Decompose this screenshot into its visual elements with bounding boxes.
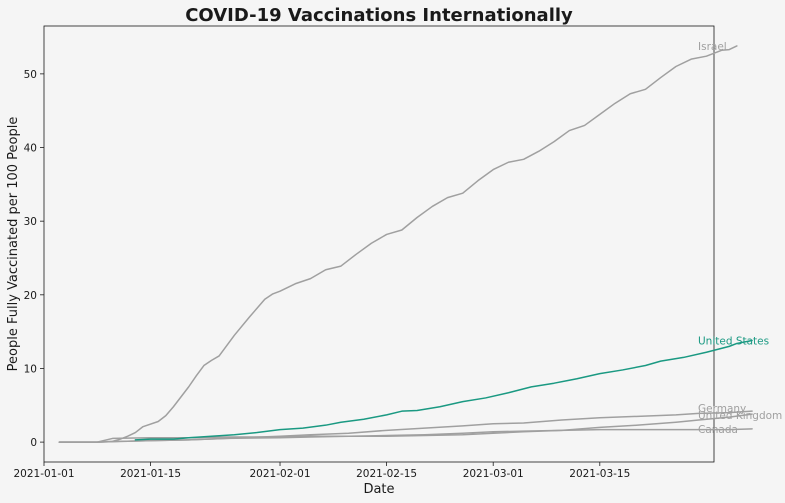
series-label-united-states: United States [698,335,769,347]
chart-title: COVID-19 Vaccinations Internationally [185,5,573,26]
plot-frame [43,25,715,463]
y-tick-label-10: 10 [24,363,37,375]
y-tick-label-0: 0 [30,437,37,449]
x-axis-label: Date [363,482,394,497]
series-line-united-states [134,339,753,441]
y-tick-label-40: 40 [24,143,37,155]
x-tick-label-2021-02-01: 2021-02-01 [250,468,311,480]
y-tick-label-20: 20 [24,290,37,302]
x-tick-label-2021-03-01: 2021-03-01 [463,468,524,480]
series-label-israel: Israel [698,41,727,53]
series-label-canada: Canada [698,424,738,436]
y-axis: 0 10 20 30 40 50 [24,69,44,449]
x-tick-label-2021-03-15: 2021-03-15 [569,468,630,480]
x-tick-label-2021-01-15: 2021-01-15 [120,468,181,480]
x-tick-label-2021-02-15: 2021-02-15 [356,468,417,480]
series-line-israel [58,45,738,443]
series-label-germany: Germany [698,403,746,415]
series-lines [58,45,753,443]
x-tick-label-2021-01-01: 2021-01-01 [13,468,74,480]
y-tick-label-50: 50 [24,69,37,81]
x-axis: 2021-01-01 2021-01-15 2021-02-01 2021-02-15… [13,462,630,480]
series-label-united-kingdom: United Kingdom [698,410,782,422]
y-axis-label: People Fully Vaccinated per 100 People [6,117,21,372]
series-line-canada [58,428,753,443]
y-tick-label-30: 30 [24,216,37,228]
